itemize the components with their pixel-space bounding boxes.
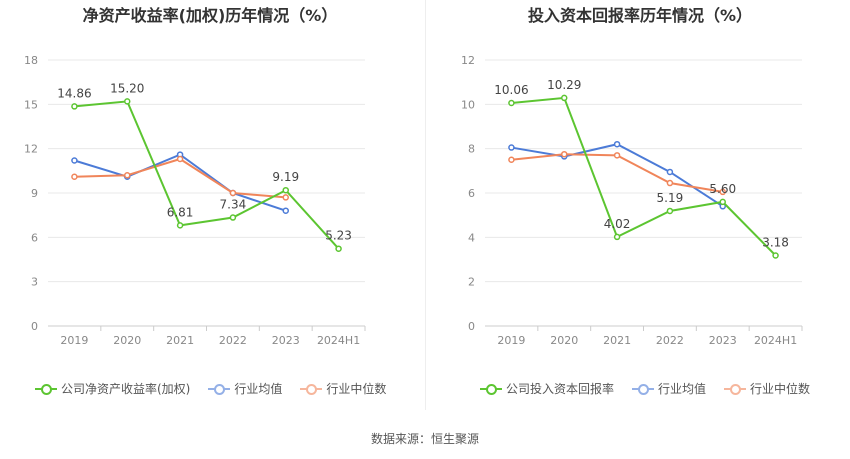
x-tick-label: 2023 — [272, 334, 300, 347]
data-point — [508, 99, 515, 107]
data-point — [124, 98, 131, 105]
y-tick-label: 0 — [31, 320, 38, 333]
x-tick-label: 2020 — [550, 334, 578, 347]
x-tick-label: 2019 — [497, 334, 525, 347]
legend-roic: 公司投入资本回报率 行业均值 行业中位数 — [480, 380, 810, 397]
data-point — [772, 252, 779, 259]
chart-title-roic: 投入资本回报率历年情况（%） — [527, 6, 753, 25]
data-point — [719, 198, 726, 206]
x-tick-label: 2022 — [656, 334, 684, 347]
data-point — [508, 156, 515, 163]
series-line-0 — [511, 96, 777, 257]
data-point — [229, 214, 237, 221]
roic-line-chart: 0 2 4 6 8 10 12 2019 2020 2021 2022 2023 2024H1 10.06… — [461, 54, 803, 347]
data-source-note: 数据来源：恒生聚源 — [370, 432, 479, 446]
data-point — [666, 168, 674, 176]
y-tick-label: 15 — [24, 98, 38, 111]
data-label: 15.20 — [110, 81, 144, 95]
series-line-0 — [74, 100, 340, 250]
data-point — [229, 189, 237, 197]
data-point — [335, 245, 342, 252]
data-label: 9.19 — [272, 170, 299, 184]
series-line-2 — [74, 157, 286, 199]
legend-marker-icon — [632, 383, 655, 395]
data-point — [71, 157, 78, 164]
data-label: 7.34 — [220, 198, 247, 212]
y-tick-label: 3 — [31, 276, 38, 289]
legend-item[interactable]: 公司投入资本回报率 — [480, 380, 614, 397]
legend-label: 公司净资产收益率(加权) — [61, 382, 191, 396]
data-point — [613, 140, 621, 148]
x-tick-label: 2023 — [709, 334, 737, 347]
data-point — [282, 207, 289, 214]
legend-label: 行业均值 — [658, 382, 707, 396]
data-point — [71, 173, 78, 180]
legend-item[interactable]: 行业中位数 — [724, 380, 810, 397]
data-label: 4.02 — [604, 217, 631, 231]
data-label: 5.23 — [325, 229, 352, 243]
panel-divider — [425, 0, 426, 410]
data-label: 3.18 — [762, 236, 789, 250]
y-tick-label: 6 — [468, 187, 475, 200]
y-tick-label: 9 — [31, 187, 38, 200]
roe-line-chart: 0 3 6 9 12 15 18 2019 2020 2021 2022 2023 2024H1 14.8… — [24, 54, 366, 347]
x-tick-label: 2024H1 — [754, 334, 797, 347]
legend-marker-icon — [208, 383, 231, 395]
legend-label: 公司投入资本回报率 — [506, 382, 615, 396]
legend-marker-icon — [480, 383, 502, 395]
y-tick-label: 12 — [461, 54, 475, 67]
data-point — [176, 222, 184, 229]
x-tick-label: 2021 — [603, 334, 631, 347]
data-point — [613, 152, 621, 159]
data-point — [282, 194, 289, 201]
y-tick-label: 4 — [468, 231, 475, 244]
data-point — [613, 233, 621, 241]
data-point — [719, 188, 726, 196]
legend-marker-icon — [724, 383, 747, 395]
y-tick-label: 0 — [468, 320, 475, 333]
legend-marker-icon — [35, 383, 57, 395]
y-tick-label: 10 — [461, 98, 475, 111]
legend-label: 行业中位数 — [326, 382, 387, 396]
data-label: 10.06 — [494, 83, 528, 97]
data-label: 5.19 — [657, 191, 684, 205]
data-point — [71, 103, 78, 110]
data-label: 14.86 — [57, 86, 91, 100]
data-point — [666, 207, 674, 215]
legend-item[interactable]: 行业中位数 — [300, 380, 386, 397]
y-tick-label: 6 — [31, 231, 38, 244]
data-point — [561, 94, 568, 102]
legend-item[interactable]: 行业均值 — [208, 380, 282, 397]
data-point — [666, 179, 674, 187]
y-tick-label: 18 — [24, 54, 38, 67]
legend-item[interactable]: 行业均值 — [632, 380, 706, 397]
y-tick-label: 12 — [24, 143, 38, 156]
x-tick-label: 2022 — [219, 334, 247, 347]
data-label: 6.81 — [167, 205, 194, 219]
data-label: 10.29 — [547, 78, 581, 92]
x-tick-label: 2021 — [166, 334, 194, 347]
data-point — [176, 155, 184, 163]
legend-label: 行业中位数 — [750, 382, 811, 396]
data-point — [282, 186, 289, 194]
data-label: 5.60 — [709, 182, 736, 196]
x-tick-label: 2024H1 — [317, 334, 360, 347]
data-point — [561, 150, 568, 158]
legend-label: 行业均值 — [234, 382, 283, 396]
chart-title-roe: 净资产收益率(加权)历年情况（%） — [82, 6, 338, 25]
legend-marker-icon — [300, 383, 323, 395]
legend-item[interactable]: 公司净资产收益率(加权) — [35, 380, 190, 397]
series-line-1 — [74, 153, 287, 212]
y-tick-label: 8 — [468, 143, 475, 156]
series-line-2 — [511, 153, 723, 193]
legend-roe: 公司净资产收益率(加权) 行业均值 行业中位数 — [35, 380, 386, 397]
data-point — [508, 144, 515, 151]
x-tick-label: 2020 — [113, 334, 141, 347]
y-tick-label: 2 — [468, 276, 475, 289]
data-point — [124, 172, 131, 179]
x-tick-label: 2019 — [60, 334, 88, 347]
